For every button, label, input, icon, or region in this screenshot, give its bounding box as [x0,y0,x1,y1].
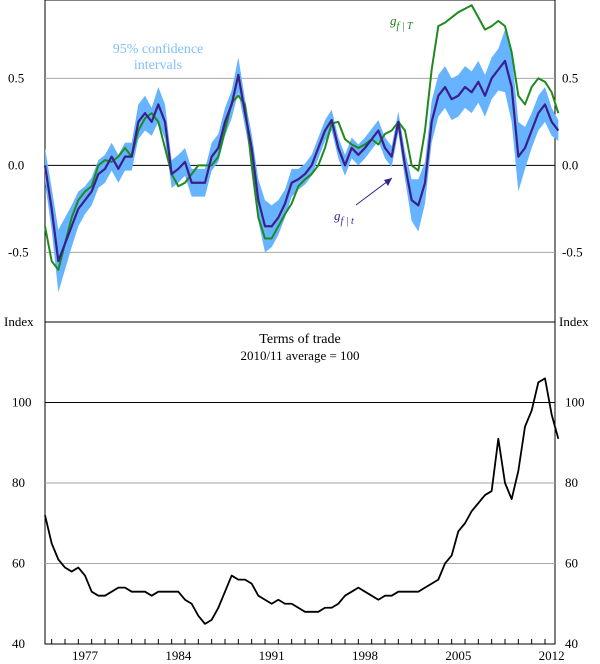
series-g-fT [44,4,560,271]
x-tick-label-1: 1984 [165,648,192,663]
x-tick-label-2: 1991 [259,648,285,663]
x-tick-label-0: 1977 [72,648,99,663]
x-tick-label-5: 2012 [539,648,565,663]
ci-band [45,29,559,293]
bottom-title: Terms of trade [259,332,340,347]
ylabel-right: Index [559,314,589,329]
bottom-tick-right-2: 60 [565,556,578,571]
top-tick-right-0: 0.5 [562,70,578,85]
bottom-tick-right-3: 40 [565,636,578,651]
annotation-arrowhead [384,178,392,186]
top-tick-left-0: 0.5 [8,70,24,85]
bottom-tick-left-0: 100 [12,395,32,410]
bottom-subtitle: 2010/11 average = 100 [240,348,359,363]
ylabel-left: Index [4,314,34,329]
bottom-tick-left-2: 60 [12,556,25,571]
ci-band-area [45,29,559,293]
bottom-gridlines [45,402,555,564]
top-tick-left-2: -0.5 [8,244,29,259]
gft-small-label-base: g [334,208,341,223]
gft-label: gf | T [390,13,414,32]
gft-label-sub: f | T [397,21,415,32]
ci-label-line1: 95% confidence [113,42,204,57]
x-tick-label-4: 2005 [445,648,471,663]
bottom-tick-left-3: 40 [12,636,25,651]
top-tick-left-1: 0.0 [8,157,24,172]
series-g-ft [43,59,560,263]
gft-small-label: gf | t [334,208,354,227]
bottom-tick-right-0: 100 [565,395,585,410]
bottom-tick-labels: 100 100 80 80 60 60 40 40 [12,395,585,652]
top-series [43,4,560,271]
series-terms-of-trade [44,377,560,625]
x-tick-label-3: 1998 [352,648,378,663]
top-tick-labels: 0.5 0.5 0.0 0.0 -0.5 -0.5 [8,70,583,259]
bottom-tick-right-1: 80 [565,475,578,490]
gft-small-label-sub: f | t [341,216,355,227]
top-tick-right-2: -0.5 [562,244,583,259]
gft-label-base: g [390,13,397,28]
ci-label-line2: intervals [134,58,182,73]
bottom-tick-left-1: 80 [12,475,25,490]
top-tick-right-1: 0.0 [562,157,578,172]
x-axis: 1977 1984 1991 1998 2005 2012 [51,639,565,663]
bottom-series [44,377,560,625]
